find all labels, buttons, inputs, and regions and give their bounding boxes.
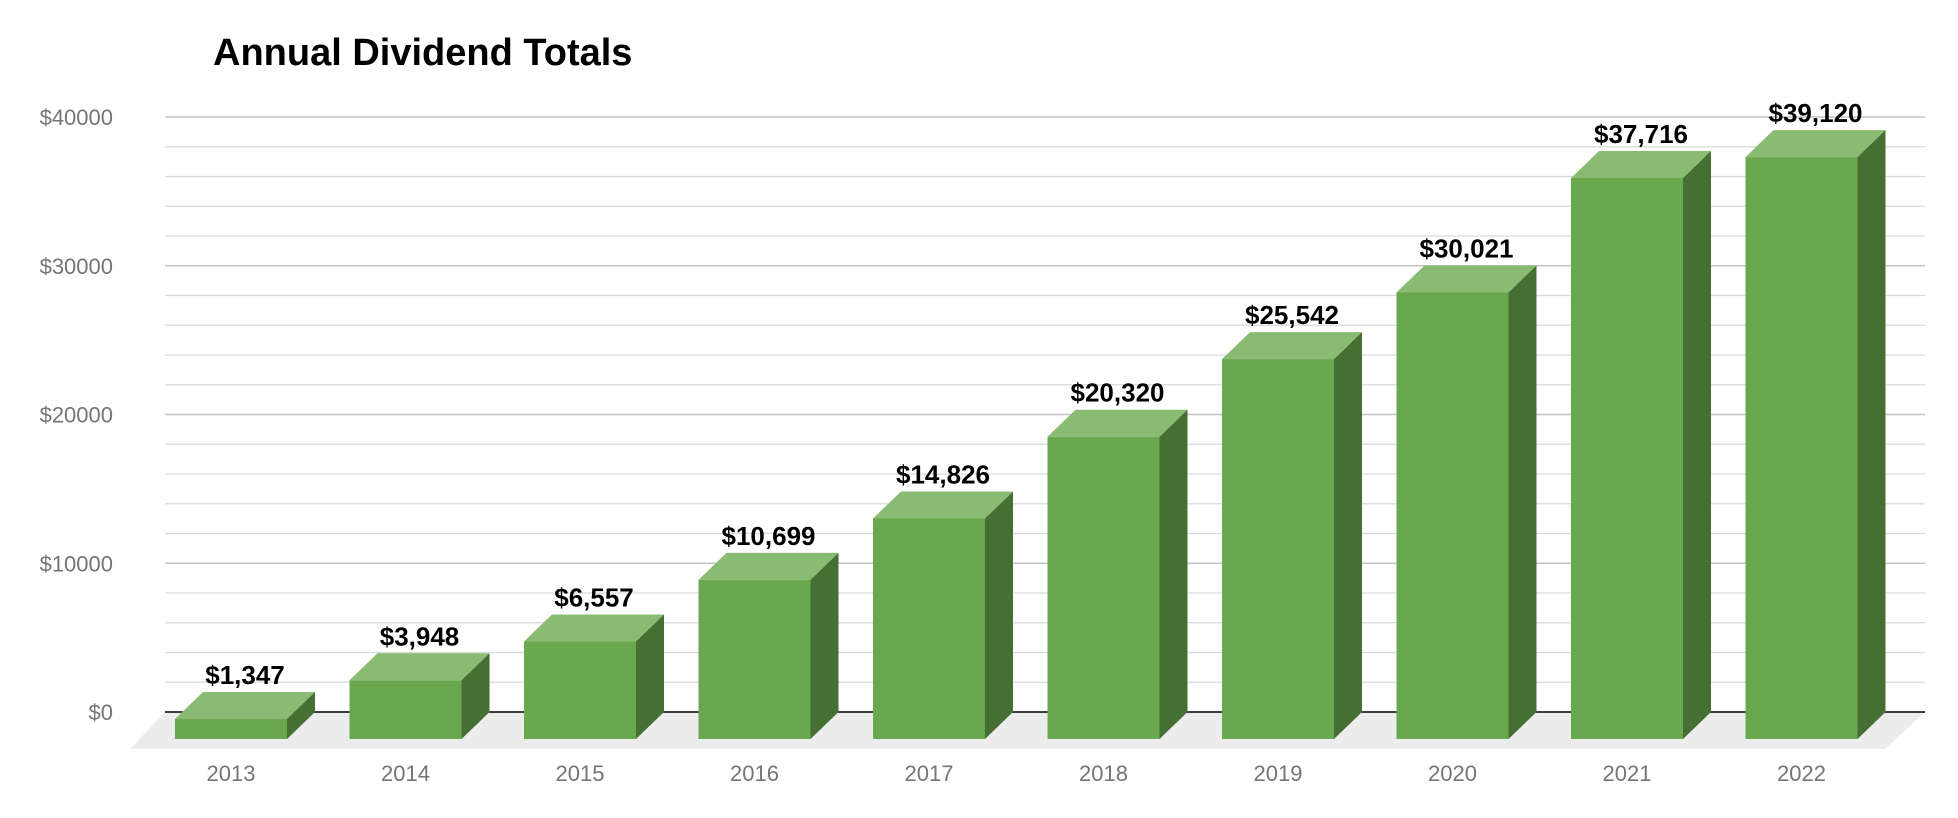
bar	[524, 614, 664, 739]
bar-front	[1571, 177, 1683, 740]
y-tick-label: $30000	[40, 254, 113, 279]
x-tick-label: 2014	[381, 761, 430, 786]
x-tick-label: 2015	[556, 761, 605, 786]
bar-side	[1683, 150, 1711, 740]
x-tick-label: 2013	[207, 761, 256, 786]
bar-side	[1334, 332, 1362, 739]
bar-top	[1745, 130, 1886, 158]
x-tick-label: 2021	[1603, 761, 1652, 786]
y-tick-label: $20000	[40, 403, 113, 428]
data-label: $1,347	[205, 660, 285, 690]
bar-top	[1222, 332, 1362, 360]
data-label: $6,557	[554, 582, 634, 612]
bar-top	[175, 691, 315, 719]
bar-side	[1857, 130, 1886, 740]
bar-side	[636, 614, 664, 739]
bar	[873, 491, 1013, 739]
x-tick-label: 2017	[905, 761, 954, 786]
bar-top	[349, 653, 490, 681]
bar-front	[698, 579, 811, 739]
y-tick-label: $0	[89, 700, 113, 725]
y-tick-label: $40000	[40, 105, 113, 130]
data-label: $25,542	[1245, 300, 1339, 330]
bar-side	[810, 552, 839, 739]
x-tick-label: 2022	[1777, 761, 1826, 786]
bar-top	[1396, 265, 1537, 293]
data-label: $14,826	[896, 459, 990, 489]
bar-side	[1159, 409, 1188, 739]
data-label: $3,948	[380, 621, 460, 651]
chart-title: Annual Dividend Totals	[213, 32, 633, 74]
bar-front	[175, 718, 287, 739]
bar-top	[1047, 409, 1188, 437]
data-label: $30,021	[1420, 233, 1514, 263]
bar-top	[873, 491, 1013, 519]
bar	[1571, 150, 1711, 740]
data-label: $10,699	[722, 521, 816, 551]
x-tick-label: 2020	[1428, 761, 1477, 786]
bar	[1047, 409, 1188, 739]
data-label: $20,320	[1071, 378, 1165, 408]
bar-top	[524, 614, 664, 642]
bar	[1396, 265, 1537, 739]
bar	[1745, 130, 1886, 740]
bar-top	[1571, 150, 1711, 178]
bar-side	[461, 653, 490, 739]
data-label: $39,120	[1769, 98, 1863, 128]
bar	[1222, 332, 1362, 739]
bar-front	[873, 518, 985, 739]
x-tick-label: 2019	[1254, 761, 1303, 786]
bar	[175, 691, 315, 739]
bar-front	[1396, 292, 1509, 739]
bar-front	[1745, 157, 1858, 740]
bar-front	[349, 680, 462, 739]
bar-side	[287, 691, 315, 739]
x-tick-label: 2018	[1079, 761, 1128, 786]
bar	[698, 552, 839, 739]
bar-top	[698, 552, 839, 580]
bar-side	[1508, 265, 1537, 739]
bar-front	[1222, 359, 1334, 739]
y-tick-label: $10000	[40, 551, 113, 576]
data-label: $37,716	[1594, 119, 1688, 149]
bar-side	[985, 491, 1013, 739]
bar-front	[1047, 436, 1160, 739]
bar	[349, 653, 490, 739]
bar-front	[524, 641, 636, 739]
x-tick-label: 2016	[730, 761, 779, 786]
